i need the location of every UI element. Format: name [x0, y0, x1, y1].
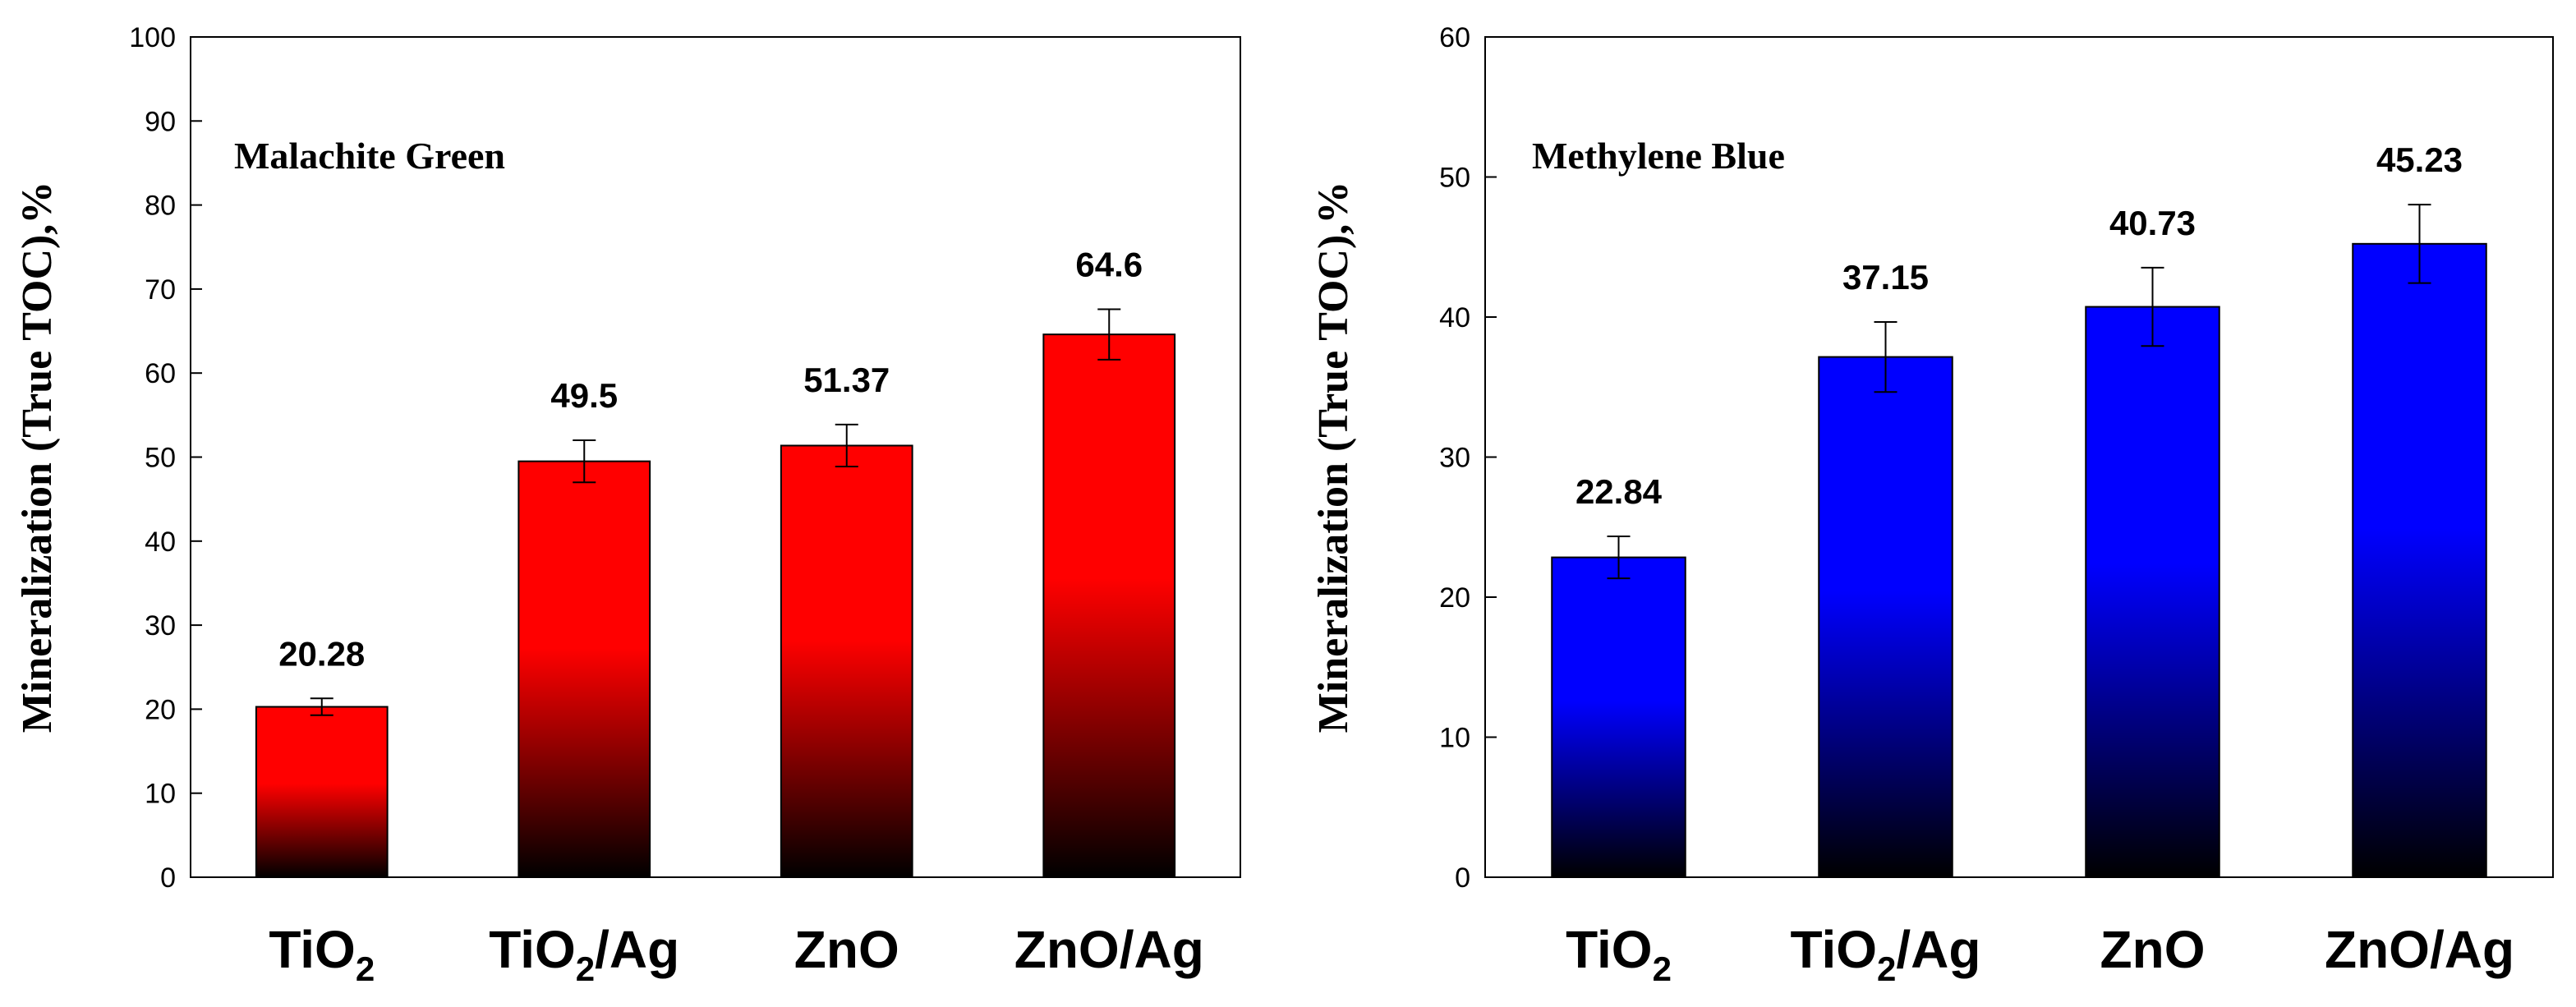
error-bar: [2141, 266, 2164, 347]
y-tick-label: 50: [1439, 163, 1470, 194]
y-tick-label: 0: [160, 862, 176, 894]
value-label: 22.84: [1576, 472, 1663, 511]
error-bar: [835, 423, 858, 468]
chart-title: Methylene Blue: [1532, 135, 1785, 177]
y-tick-label: 60: [1439, 22, 1470, 53]
chart-methylene-blue: 0 10 20 30 40 50 60 Mineralization (True TOC),%…: [1310, 22, 2554, 988]
x-tick-label: TiO2/Ag: [1791, 920, 1981, 988]
y-tick-label: 20: [1439, 582, 1470, 614]
error-bar: [1097, 308, 1121, 361]
y-tick-label: 50: [145, 443, 176, 474]
y-tick-label: 40: [1439, 302, 1470, 333]
bar-methylene-2: [2085, 306, 2220, 878]
y-tick-label: 90: [145, 106, 176, 137]
y-tick-label: 40: [145, 526, 176, 558]
x-tick-label: ZnO/Ag: [2325, 920, 2514, 979]
y-axis-label: Mineralization (True TOC),%: [14, 182, 61, 733]
x-tick-label: TiO2/Ag: [489, 920, 679, 988]
y-tick-label: 70: [145, 274, 176, 306]
value-label: 20.28: [278, 634, 365, 673]
bar-malachite-0: [255, 706, 389, 878]
bar-methylene-0: [1551, 556, 1686, 878]
x-tick-label: ZnO: [2100, 920, 2206, 979]
y-tick-label: 100: [129, 22, 176, 53]
chart-malachite-green: 0 10 20 30 40 50 60 70 80 90 100 Mineralization (Tr…: [14, 22, 1241, 988]
bar-methylene-1: [1818, 356, 1953, 878]
bar-methylene-3: [2352, 242, 2487, 878]
y-tick-label: 30: [1439, 443, 1470, 474]
y-tick-label: 60: [145, 358, 176, 389]
chart-title: Malachite Green: [234, 135, 505, 177]
y-tick-label: 80: [145, 191, 176, 222]
y-tick-label: 10: [145, 779, 176, 810]
error-bar: [1874, 320, 1898, 393]
value-label: 37.15: [1842, 258, 1929, 297]
value-label: 40.73: [2109, 204, 2196, 242]
y-tick-label: 0: [1455, 862, 1470, 894]
y-axis-label: Mineralization (True TOC),%: [1310, 182, 1357, 733]
value-label: 45.23: [2376, 140, 2463, 179]
bar-malachite-3: [1042, 333, 1176, 878]
y-tick-label: 10: [1439, 723, 1470, 754]
y-tick-label: 20: [145, 694, 176, 725]
value-label: 64.6: [1075, 245, 1143, 283]
value-label: 51.37: [803, 361, 890, 399]
value-label: 49.5: [550, 376, 618, 415]
error-bar: [1607, 536, 1631, 580]
bar-malachite-2: [780, 444, 913, 878]
x-tick-label: TiO2: [269, 920, 375, 988]
error-bar: [310, 697, 334, 716]
x-tick-label: ZnO/Ag: [1014, 920, 1204, 979]
y-tick-label: 30: [145, 610, 176, 641]
x-tick-label: ZnO: [794, 920, 899, 979]
error-bar: [2408, 204, 2431, 284]
bar-malachite-1: [518, 460, 651, 878]
error-bar: [573, 439, 596, 484]
x-tick-label: TiO2: [1566, 920, 1672, 988]
